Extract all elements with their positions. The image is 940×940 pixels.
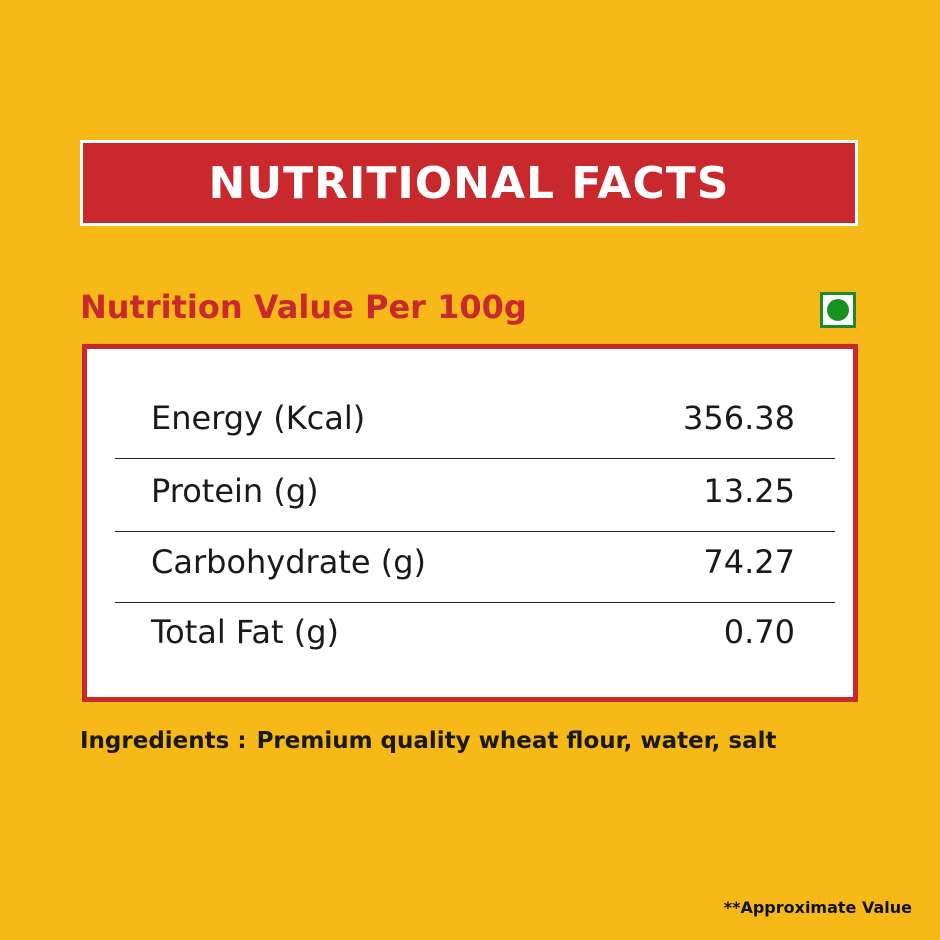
subtitle: Nutrition Value Per 100g — [80, 288, 527, 326]
row-value: 0.70 — [723, 613, 795, 651]
veg-icon — [820, 292, 856, 328]
table-row: Total Fat (g) 0.70 — [115, 597, 835, 667]
ingredients-text: Premium quality wheat flour, water, salt — [256, 728, 777, 754]
title: NUTRITIONAL FACTS — [208, 157, 730, 209]
nutrition-table: Energy (Kcal) 356.38 Protein (g) 13.25 Carbo… — [82, 344, 858, 702]
row-divider — [115, 458, 835, 459]
row-value: 356.38 — [683, 399, 795, 437]
row-label: Carbohydrate (g) — [151, 543, 426, 581]
footnote: **Approximate Value — [723, 898, 912, 917]
ingredients-label: Ingredients : — [80, 728, 247, 754]
row-label: Total Fat (g) — [151, 613, 339, 651]
ingredients: Ingredients : Premium quality wheat flour… — [80, 728, 777, 754]
veg-dot — [827, 299, 849, 321]
title-banner: NUTRITIONAL FACTS — [80, 140, 858, 226]
row-label: Protein (g) — [151, 472, 319, 510]
row-divider — [115, 602, 835, 603]
row-label: Energy (Kcal) — [151, 399, 366, 437]
row-value: 74.27 — [703, 543, 795, 581]
table-row: Energy (Kcal) 356.38 — [115, 383, 835, 453]
row-divider — [115, 531, 835, 532]
table-row: Protein (g) 13.25 — [115, 456, 835, 526]
table-row: Carbohydrate (g) 74.27 — [115, 527, 835, 597]
row-value: 13.25 — [703, 472, 795, 510]
